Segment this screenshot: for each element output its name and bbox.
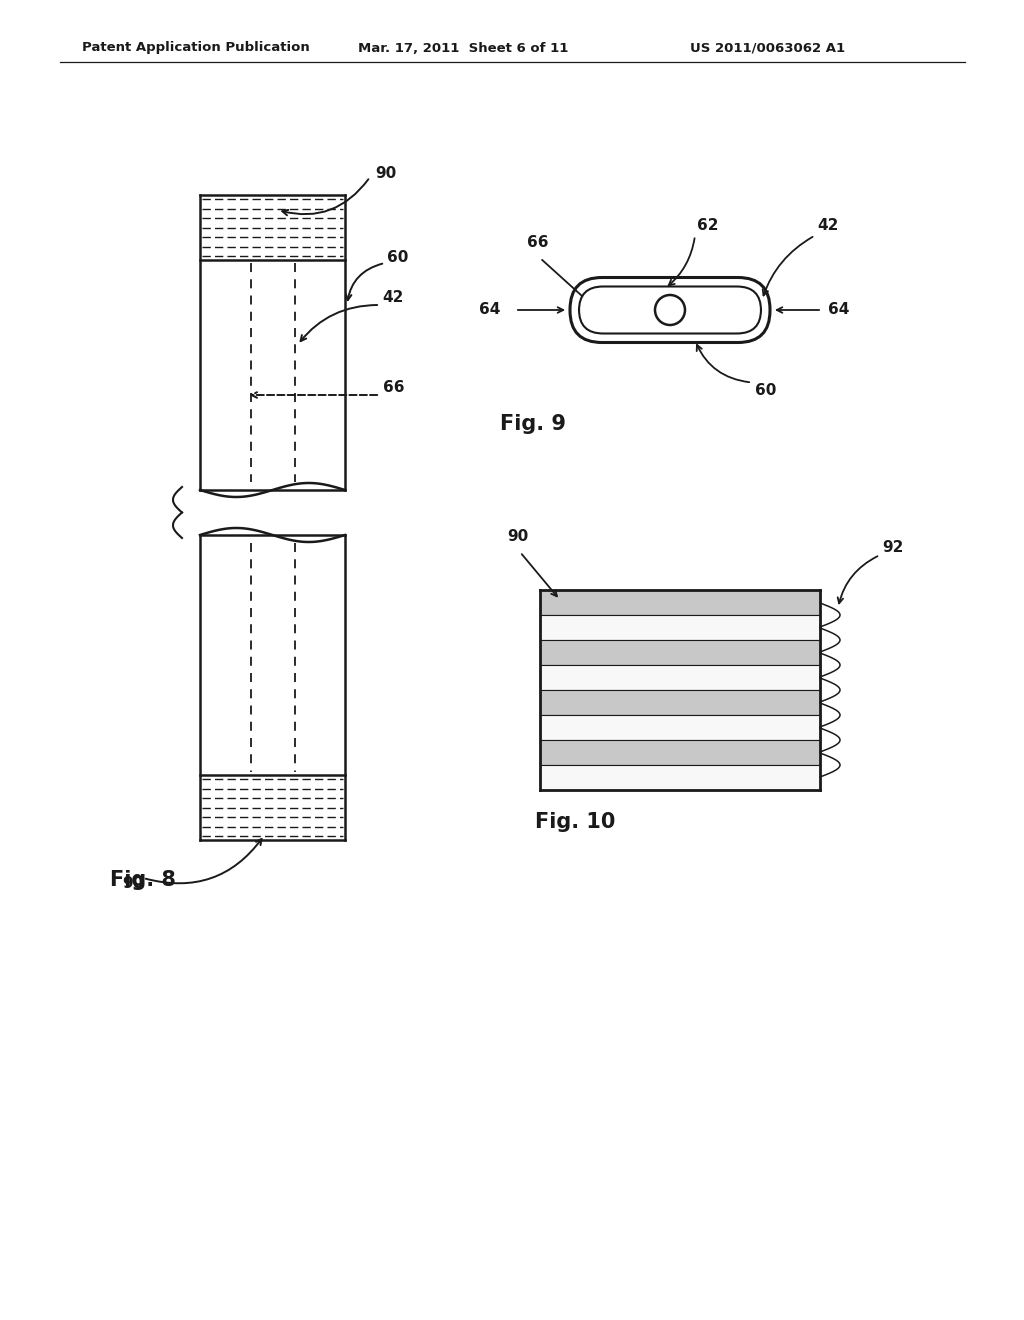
Text: Fig. 9: Fig. 9: [500, 414, 566, 434]
Text: Patent Application Publication: Patent Application Publication: [82, 41, 309, 54]
Text: 90: 90: [375, 165, 396, 181]
Circle shape: [655, 294, 685, 325]
Text: 92: 92: [882, 540, 903, 556]
Text: Mar. 17, 2011  Sheet 6 of 11: Mar. 17, 2011 Sheet 6 of 11: [358, 41, 568, 54]
Bar: [540, 741, 820, 766]
FancyBboxPatch shape: [570, 277, 770, 342]
Bar: [540, 766, 820, 789]
Text: 62: 62: [697, 218, 719, 234]
Text: 42: 42: [817, 218, 839, 234]
Bar: [540, 615, 820, 640]
Text: 64: 64: [828, 302, 849, 318]
Text: US 2011/0063062 A1: US 2011/0063062 A1: [690, 41, 845, 54]
Bar: [540, 690, 820, 715]
Text: 90: 90: [507, 529, 528, 544]
Text: 90: 90: [122, 876, 143, 891]
FancyBboxPatch shape: [579, 286, 761, 334]
Text: Fig. 10: Fig. 10: [535, 812, 615, 832]
Bar: [540, 640, 820, 665]
Bar: [540, 715, 820, 741]
Text: Fig. 8: Fig. 8: [110, 870, 176, 890]
Text: 66: 66: [383, 380, 404, 396]
Text: 66: 66: [527, 235, 549, 249]
Bar: [540, 665, 820, 690]
Text: 64: 64: [478, 302, 500, 318]
Text: 60: 60: [387, 249, 409, 264]
Text: 42: 42: [382, 290, 403, 305]
Bar: [540, 590, 820, 615]
Text: 60: 60: [755, 383, 776, 399]
